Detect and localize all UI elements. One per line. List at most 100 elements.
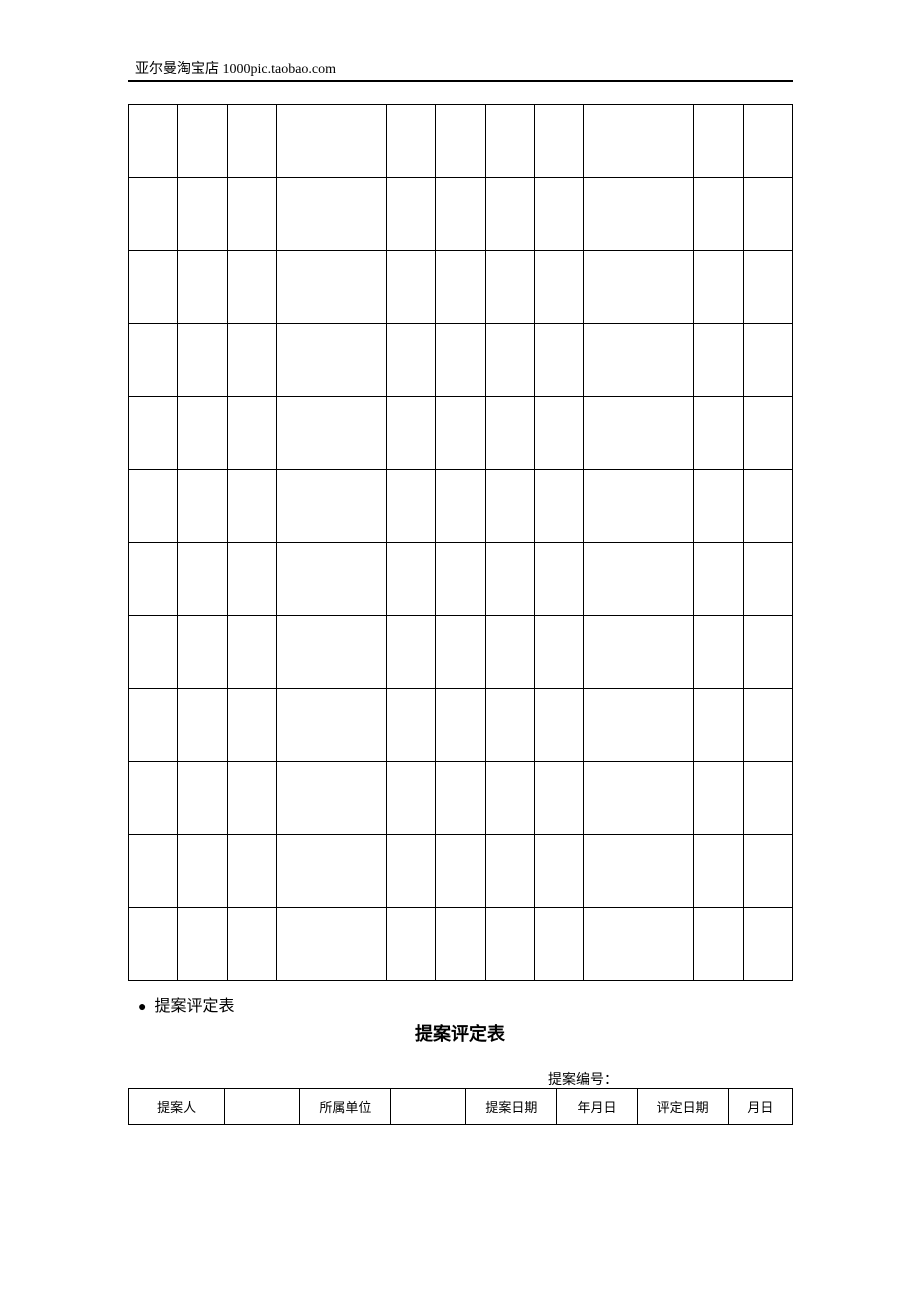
table-cell: [178, 105, 227, 178]
table-cell: [277, 616, 387, 689]
table-cell: [743, 178, 793, 251]
table-cell: [694, 324, 743, 397]
section-text: 提案评定表: [154, 998, 234, 1015]
table-cell: [386, 835, 435, 908]
title-text: 提案评定表: [415, 1024, 505, 1044]
table-cell: [694, 616, 743, 689]
table-cell: [227, 105, 276, 178]
table-cell: [584, 105, 694, 178]
table-cell: [535, 324, 584, 397]
table-cell: [743, 762, 793, 835]
table-cell: [386, 251, 435, 324]
table-cell: [129, 543, 178, 616]
eval-date-label: 评定日期: [637, 1089, 728, 1125]
table-cell: [694, 470, 743, 543]
table-cell: [178, 616, 227, 689]
table-cell: [178, 689, 227, 762]
table-cell: [436, 324, 485, 397]
table-cell: [694, 105, 743, 178]
table-cell: [584, 324, 694, 397]
proposal-info-table: 提案人 所属单位 提案日期 年月日 评定日期 月日: [128, 1088, 793, 1125]
table-cell: [694, 251, 743, 324]
proposer-label: 提案人: [129, 1089, 225, 1125]
table-row: [129, 470, 793, 543]
table-cell: [535, 835, 584, 908]
table-cell: [129, 397, 178, 470]
table-cell: [277, 835, 387, 908]
table-cell: [277, 324, 387, 397]
form-title: 提案评定表: [0, 1020, 920, 1046]
table-cell: [694, 908, 743, 981]
table-cell: [535, 543, 584, 616]
table-cell: [227, 689, 276, 762]
table-cell: [485, 835, 534, 908]
table-row: [129, 178, 793, 251]
table-cell: [277, 689, 387, 762]
table-cell: [535, 178, 584, 251]
table-cell: [277, 908, 387, 981]
table-cell: [227, 178, 276, 251]
table-cell: [227, 251, 276, 324]
table-cell: [178, 835, 227, 908]
table-cell: [129, 251, 178, 324]
table-cell: [743, 251, 793, 324]
header-underline: [128, 80, 793, 82]
table-cell: [178, 178, 227, 251]
table-cell: [743, 397, 793, 470]
table-cell: [694, 543, 743, 616]
table-cell: [129, 762, 178, 835]
table-cell: [227, 470, 276, 543]
table-cell: [129, 616, 178, 689]
table-cell: [694, 689, 743, 762]
table-cell: [584, 689, 694, 762]
table-cell: [535, 470, 584, 543]
number-label-text: 提案编号：: [548, 1073, 618, 1088]
table-cell: [178, 397, 227, 470]
table-cell: [386, 470, 435, 543]
table-cell: [178, 908, 227, 981]
table-cell: [386, 616, 435, 689]
table-cell: [485, 105, 534, 178]
table-cell: [436, 397, 485, 470]
table-cell: [485, 470, 534, 543]
table-cell: [694, 762, 743, 835]
table-cell: [178, 251, 227, 324]
table-cell: [129, 178, 178, 251]
table-cell: [584, 616, 694, 689]
proposal-date-value: 年月日: [557, 1089, 637, 1125]
table-cell: [386, 908, 435, 981]
table-cell: [227, 543, 276, 616]
table-row: [129, 689, 793, 762]
table-row: [129, 543, 793, 616]
table-row: [129, 616, 793, 689]
bullet-icon: ●: [138, 1000, 146, 1016]
table-cell: [436, 835, 485, 908]
table-cell: [535, 251, 584, 324]
table-cell: [694, 178, 743, 251]
table-cell: [743, 908, 793, 981]
table-cell: [386, 543, 435, 616]
table-cell: [584, 178, 694, 251]
table-cell: [277, 105, 387, 178]
table-cell: [277, 178, 387, 251]
table-cell: [485, 178, 534, 251]
table-cell: [485, 543, 534, 616]
unit-value: [391, 1089, 466, 1125]
table-cell: [535, 762, 584, 835]
table-cell: [436, 178, 485, 251]
page-header: 亚尔曼淘宝店 1000pic.taobao.com: [135, 58, 336, 78]
table-cell: [584, 397, 694, 470]
table-cell: [129, 470, 178, 543]
table-cell: [386, 689, 435, 762]
table-cell: [485, 324, 534, 397]
table-cell: [386, 178, 435, 251]
table-row: [129, 105, 793, 178]
table-row: [129, 324, 793, 397]
table-cell: [129, 689, 178, 762]
table-cell: [386, 397, 435, 470]
table-cell: [386, 324, 435, 397]
table-cell: [227, 324, 276, 397]
table-cell: [129, 105, 178, 178]
table-cell: [277, 470, 387, 543]
table-cell: [694, 397, 743, 470]
